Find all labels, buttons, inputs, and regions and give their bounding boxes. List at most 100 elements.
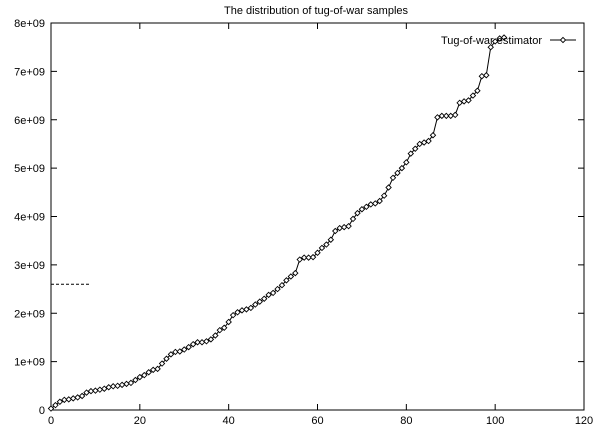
data-point xyxy=(394,169,401,177)
y-tick-label: 8e+09 xyxy=(14,18,45,30)
y-tick-label: 0 xyxy=(39,405,45,417)
data-point xyxy=(74,394,81,401)
y-tick-label: 6e+09 xyxy=(14,115,45,127)
y-tick-label: 3e+09 xyxy=(14,260,45,272)
data-point xyxy=(349,215,357,223)
plot-border xyxy=(50,22,585,411)
y-tick-label: 7e+09 xyxy=(14,66,45,78)
data-point xyxy=(207,336,215,343)
y-tick-label: 5e+09 xyxy=(14,163,45,175)
data-point xyxy=(260,295,268,302)
data-point xyxy=(243,306,250,313)
data-point xyxy=(78,392,86,400)
legend-label: Tug-of-war estimator xyxy=(441,35,542,47)
data-point xyxy=(203,338,210,345)
data-point xyxy=(101,385,108,392)
data-point xyxy=(212,332,219,339)
data-point xyxy=(300,254,308,261)
y-tick-label: 4e+09 xyxy=(14,212,45,224)
data-point xyxy=(340,223,348,231)
data-point xyxy=(65,396,73,403)
data-point xyxy=(127,379,135,387)
series-layer xyxy=(47,34,508,412)
data-point xyxy=(323,241,330,248)
data-point xyxy=(296,256,303,263)
x-tick-label: 60 xyxy=(311,415,323,427)
data-point xyxy=(145,369,152,376)
data-point xyxy=(411,145,419,153)
data-point xyxy=(225,318,232,326)
data-point xyxy=(234,309,241,316)
y-tick-label: 2e+09 xyxy=(14,308,45,320)
data-point xyxy=(327,236,335,243)
data-point xyxy=(252,301,259,308)
data-point xyxy=(52,401,59,409)
data-point xyxy=(500,34,508,41)
data-point xyxy=(220,324,228,331)
data-point xyxy=(358,206,366,213)
data-point xyxy=(336,224,343,232)
data-point xyxy=(483,72,490,79)
data-point xyxy=(451,111,459,119)
data-point xyxy=(447,112,454,120)
data-point xyxy=(247,304,255,312)
data-point xyxy=(163,355,170,362)
plot-frame xyxy=(50,22,585,411)
x-tick-label: 40 xyxy=(223,415,235,427)
data-point xyxy=(114,382,121,390)
data-point xyxy=(47,405,55,412)
chart-title: The distribution of tug-of-war samples xyxy=(224,5,409,17)
data-point xyxy=(318,244,326,252)
data-point xyxy=(83,389,90,396)
data-point xyxy=(181,346,188,353)
x-tick-label: 100 xyxy=(486,415,504,427)
data-point xyxy=(278,281,286,289)
x-tick-label: 80 xyxy=(400,415,412,427)
data-point xyxy=(167,351,175,358)
data-point xyxy=(292,269,299,277)
data-point xyxy=(487,43,494,51)
data-point xyxy=(469,92,477,99)
data-point xyxy=(443,112,450,120)
data-point xyxy=(265,291,272,299)
data-point xyxy=(216,326,224,334)
data-point xyxy=(380,192,388,199)
data-point xyxy=(256,298,263,305)
data-point xyxy=(474,87,481,94)
data-point xyxy=(332,227,339,235)
data-point xyxy=(403,159,410,166)
data-point xyxy=(158,360,166,367)
data-point xyxy=(385,184,392,191)
data-point xyxy=(372,200,379,207)
data-point xyxy=(176,348,184,355)
data-point xyxy=(283,277,290,284)
data-point xyxy=(363,203,370,211)
data-point xyxy=(398,164,406,172)
series-line xyxy=(50,37,505,409)
data-point xyxy=(194,339,201,346)
data-point xyxy=(198,339,206,346)
data-point xyxy=(69,395,77,402)
data-point xyxy=(141,371,148,379)
data-point xyxy=(56,398,64,406)
data-point xyxy=(123,380,130,388)
legend: Tug-of-war estimator xyxy=(441,35,576,47)
data-point xyxy=(345,222,352,230)
data-point xyxy=(465,97,472,104)
data-point xyxy=(132,376,139,384)
axis-ticks: 0 20 40 60 80 100 120 0 1e+09 2e+09 3e+09 4e+09 5e+0… xyxy=(14,18,593,427)
data-point xyxy=(425,137,432,145)
data-point xyxy=(154,365,161,373)
x-tick-label: 0 xyxy=(48,415,54,427)
data-point xyxy=(189,340,197,348)
data-point xyxy=(456,99,463,107)
data-point xyxy=(287,273,295,280)
data-point xyxy=(118,381,126,389)
data-point xyxy=(438,112,446,120)
data-point xyxy=(429,131,437,139)
data-point xyxy=(185,343,192,351)
data-point xyxy=(92,387,99,394)
data-point xyxy=(269,289,277,297)
data-point xyxy=(314,249,321,257)
